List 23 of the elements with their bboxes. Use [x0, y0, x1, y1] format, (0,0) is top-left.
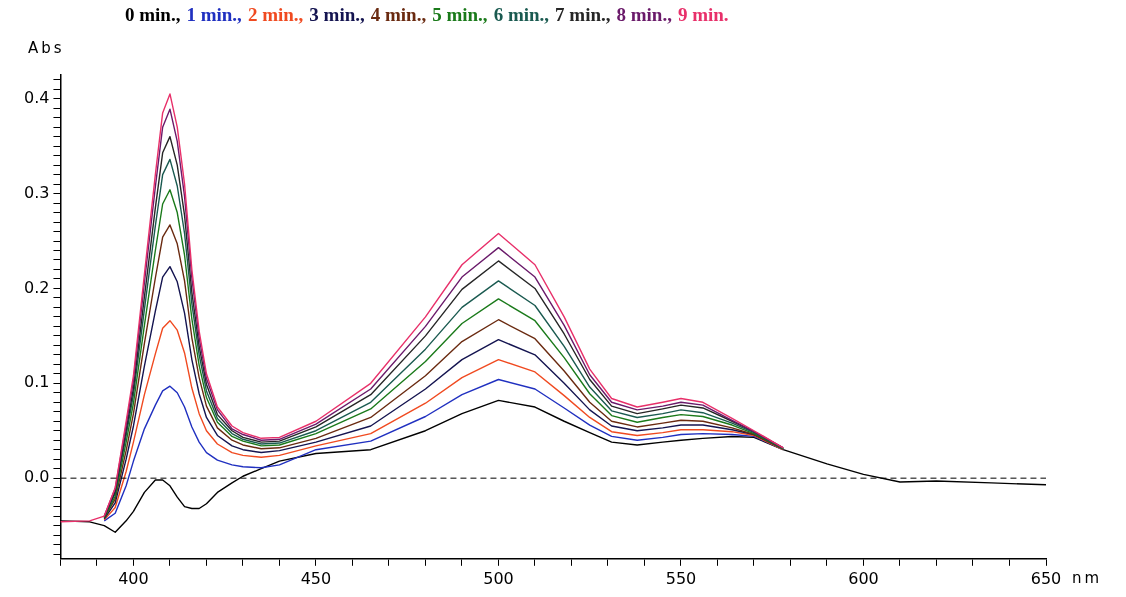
x-tick-label: 650 — [1030, 568, 1062, 588]
text: 4 min., — [370, 4, 427, 25]
text: 3 min., — [309, 4, 365, 25]
x-tick-label: 500 — [483, 568, 514, 588]
text: 7 min., — [555, 4, 611, 25]
text: 6 min., — [493, 4, 550, 25]
x-tick-label: 550 — [665, 568, 697, 588]
y-tick-label: 0.0 — [23, 467, 50, 487]
text: 8 min., — [616, 4, 672, 25]
text: 5 min., — [432, 4, 488, 25]
text: 9 min. — [677, 4, 729, 25]
y-axis-title: Abs — [28, 39, 65, 57]
y-tick-label: 0.3 — [23, 182, 50, 202]
text: 2 min., — [247, 4, 304, 25]
x-tick-label: 400 — [118, 568, 149, 588]
y-tick-label: 0.2 — [23, 277, 50, 297]
x-tick-label: 600 — [848, 568, 879, 588]
y-tick-label: 0.4 — [23, 87, 50, 107]
text: 0 min., — [125, 4, 181, 25]
x-tick-label: 450 — [300, 568, 332, 588]
text: 1 min., — [186, 4, 242, 25]
x-axis-title: nm — [1072, 568, 1103, 587]
y-tick-label: 0.1 — [23, 372, 50, 392]
